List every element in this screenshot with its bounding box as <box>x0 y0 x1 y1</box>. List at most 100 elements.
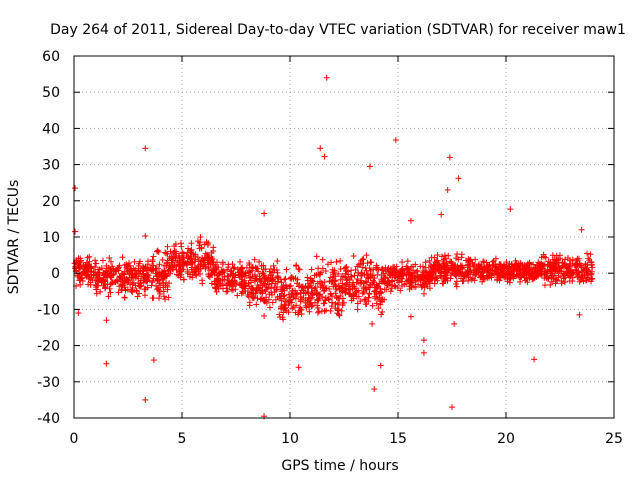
data-point <box>431 263 438 270</box>
y-tick-label: -40 <box>37 411 60 427</box>
data-point <box>517 267 524 274</box>
data-point <box>212 285 219 292</box>
data-point <box>531 356 538 363</box>
data-point <box>352 285 359 292</box>
data-point <box>379 265 386 272</box>
data-point <box>476 266 483 273</box>
data-point <box>194 238 201 245</box>
data-point <box>389 270 396 277</box>
data-point <box>129 284 136 291</box>
data-point <box>462 270 469 277</box>
data-point <box>172 241 179 248</box>
data-point <box>551 265 558 272</box>
data-point <box>95 266 102 273</box>
data-point <box>530 261 537 268</box>
data-point <box>397 287 404 294</box>
data-point <box>361 280 368 287</box>
data-point <box>82 262 89 269</box>
data-point <box>169 262 176 269</box>
data-point <box>358 272 365 279</box>
data-point <box>218 270 225 277</box>
data-point <box>80 269 87 276</box>
data-point <box>339 273 346 280</box>
data-point <box>187 247 194 254</box>
data-point <box>178 271 185 278</box>
data-point <box>137 283 144 290</box>
data-point <box>443 255 450 262</box>
data-point <box>119 282 126 289</box>
data-point <box>77 281 84 288</box>
data-point <box>117 273 124 280</box>
data-point <box>253 301 260 308</box>
data-point <box>381 275 388 282</box>
data-point <box>107 274 114 281</box>
data-point <box>369 320 376 327</box>
data-point <box>336 285 343 292</box>
data-point <box>215 271 222 278</box>
data-point <box>297 289 304 296</box>
data-point <box>103 317 110 324</box>
x-axis-label: GPS time / hours <box>281 458 398 474</box>
data-point <box>561 279 568 286</box>
data-point <box>405 269 412 276</box>
data-point <box>422 264 429 271</box>
data-point <box>165 267 172 274</box>
data-point <box>334 295 341 302</box>
data-point <box>392 136 399 143</box>
data-point <box>336 306 343 313</box>
data-point <box>271 266 278 273</box>
data-point <box>335 311 342 318</box>
data-point <box>148 262 155 269</box>
data-point <box>465 277 472 284</box>
data-point <box>355 270 362 277</box>
data-point <box>193 266 200 273</box>
data-point <box>378 311 385 318</box>
data-point <box>280 316 287 323</box>
data-point <box>588 276 595 283</box>
data-point <box>379 308 386 315</box>
data-point <box>107 258 114 265</box>
data-point <box>559 259 566 266</box>
data-point <box>268 272 275 279</box>
data-point <box>422 259 429 266</box>
data-point <box>102 278 109 285</box>
data-point <box>293 263 300 270</box>
x-tick-label: 20 <box>497 431 515 447</box>
data-point <box>327 307 334 314</box>
data-point <box>295 364 302 371</box>
data-point <box>296 304 303 311</box>
data-point <box>381 286 388 293</box>
data-point <box>318 269 325 276</box>
data-point <box>212 262 219 269</box>
data-point <box>518 273 525 280</box>
data-point <box>453 278 460 285</box>
data-point <box>333 294 340 301</box>
data-point <box>420 349 427 356</box>
data-point <box>565 263 572 270</box>
data-point <box>391 274 398 281</box>
data-point <box>97 288 104 295</box>
data-point <box>161 293 168 300</box>
data-point <box>417 263 424 270</box>
data-point <box>274 258 281 265</box>
data-point <box>384 282 391 289</box>
data-point <box>164 243 171 250</box>
data-point <box>248 284 255 291</box>
data-point <box>427 275 434 282</box>
data-point <box>588 268 595 275</box>
data-point <box>127 281 134 288</box>
data-point <box>329 266 336 273</box>
data-point <box>574 271 581 278</box>
data-point <box>417 277 424 284</box>
data-point <box>165 294 172 301</box>
data-point <box>390 269 397 276</box>
data-point <box>573 267 580 274</box>
data-point <box>180 276 187 283</box>
data-point <box>144 284 151 291</box>
data-point <box>270 262 277 269</box>
data-point <box>583 276 590 283</box>
data-point <box>349 281 356 288</box>
data-point <box>131 258 138 265</box>
data-point <box>198 245 205 252</box>
